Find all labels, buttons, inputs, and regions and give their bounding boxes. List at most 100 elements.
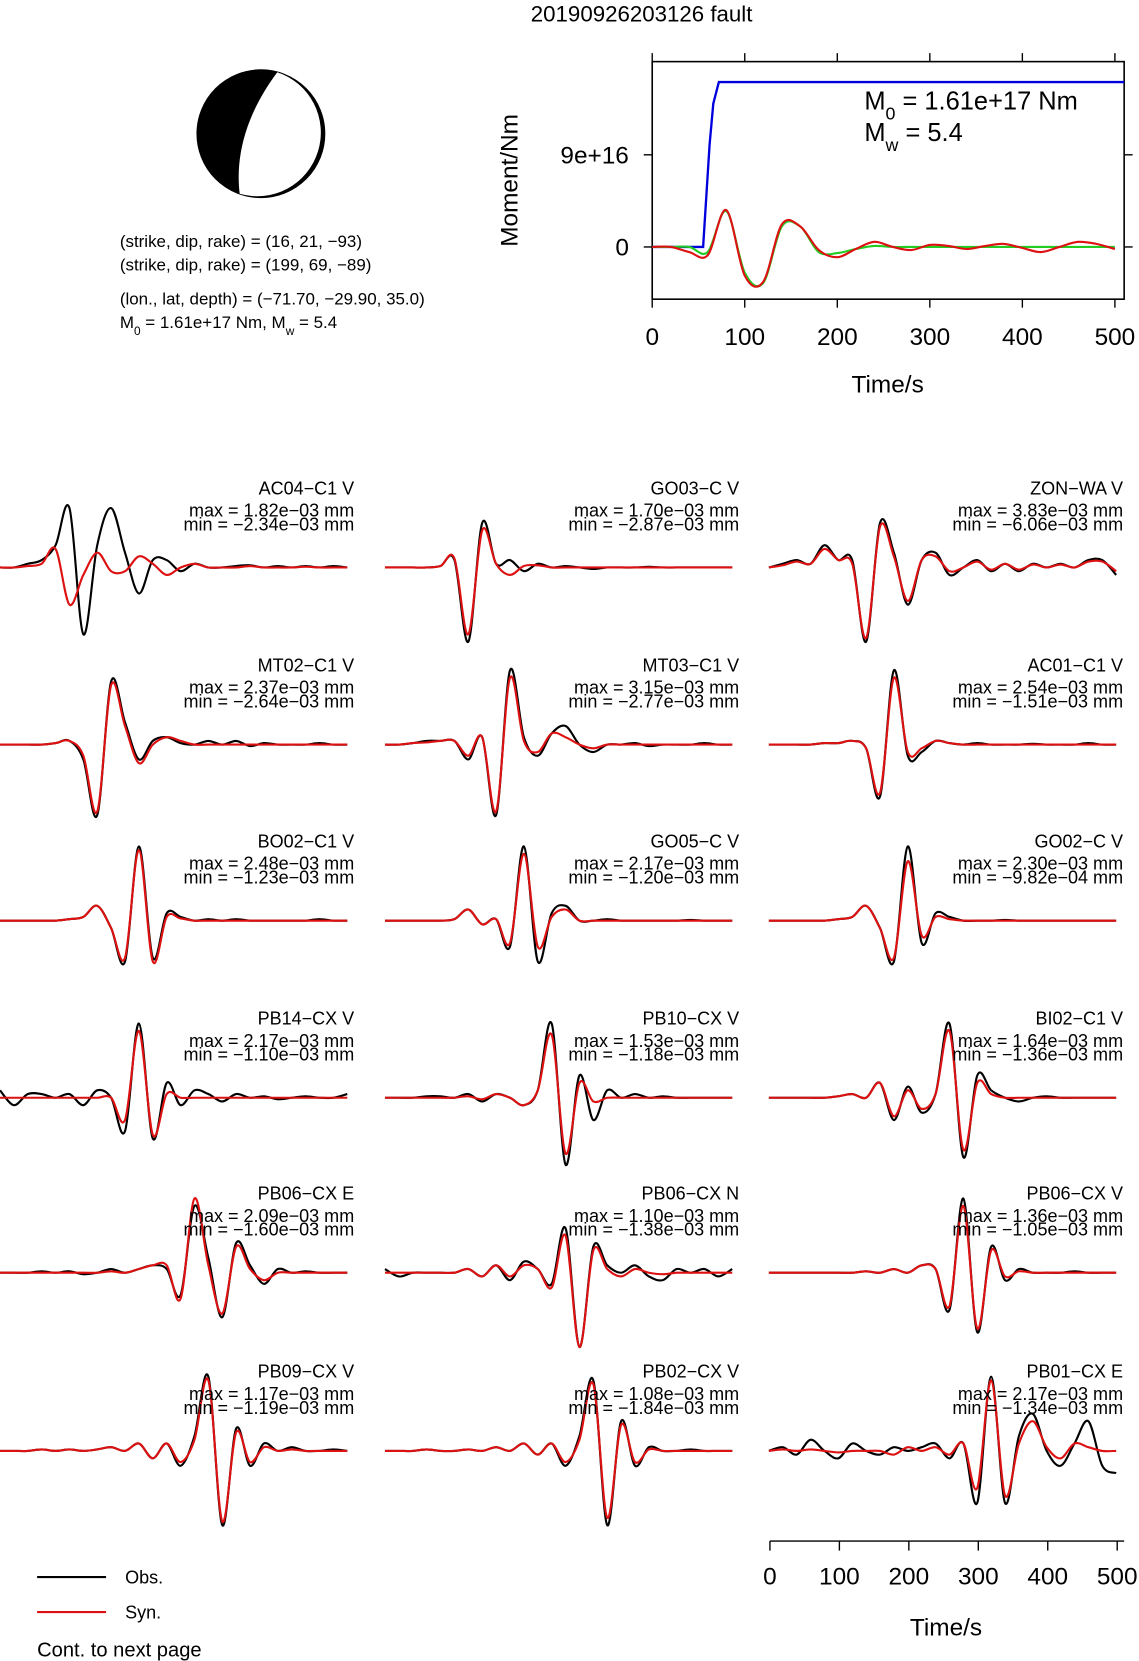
station-label: PB10−CX V [643, 1009, 740, 1029]
text-part: M [864, 119, 885, 147]
max-label: max = 2.17e−03 mm [958, 1384, 1123, 1404]
max-label: max = 1.70e−03 mm [574, 501, 739, 521]
min-label: min = −2.87e−03 mm [568, 514, 739, 534]
footer: Cont. to next page [37, 1640, 201, 1661]
max-label: max = 2.17e−03 mm [574, 854, 739, 874]
max-label: max = 1.08e−03 mm [574, 1384, 739, 1404]
max-label: max = 3.15e−03 mm [574, 678, 739, 698]
moment-curve [652, 80, 1125, 249]
beachball [196, 69, 326, 199]
subscript: 0 [134, 324, 141, 338]
syn-trace [384, 1032, 733, 1155]
x-tick-label: 400 [1002, 324, 1043, 351]
subscript: w [885, 135, 899, 155]
x-tick-label: 300 [958, 1564, 999, 1591]
syn-trace [0, 1029, 348, 1138]
station-label: PB14−CX V [258, 1009, 355, 1029]
max-label: max = 2.09e−03 mm [189, 1206, 354, 1226]
x-tick-label: 200 [889, 1564, 930, 1591]
min-label: min = −6.06e−03 mm [952, 514, 1123, 534]
station-label: AC04−C1 V [259, 478, 355, 498]
moment-frame [651, 60, 1125, 300]
min-label: min = −2.34e−03 mm [183, 514, 354, 534]
min-label: min = −2.77e−03 mm [568, 691, 739, 711]
max-label: max = 2.30e−03 mm [958, 854, 1123, 874]
x-axis-label: Time/s [910, 1614, 982, 1641]
syn-trace [0, 681, 348, 815]
station-label: MT02−C1 V [258, 655, 355, 675]
syn-trace [768, 522, 1117, 640]
text-part: = 5.4 [294, 313, 337, 332]
min-label: min = −1.10e−03 mm [183, 1045, 354, 1065]
syn-trace [0, 546, 348, 606]
max-label: max = 2.37e−03 mm [189, 678, 354, 698]
syn-trace [768, 676, 1117, 796]
station-label: BI02−C1 V [1035, 1009, 1123, 1029]
syn-trace [768, 1029, 1117, 1152]
syn-trace [0, 1197, 348, 1315]
min-label: min = −1.34e−03 mm [952, 1398, 1123, 1418]
station-label: GO05−C V [651, 831, 740, 851]
max-label: max = 3.83e−03 mm [958, 501, 1123, 521]
station-label: PB06−CX N [642, 1184, 740, 1204]
min-label: min = −1.51e−03 mm [952, 691, 1123, 711]
text-part: = 5.4 [898, 119, 962, 147]
max-label: max = 2.54e−03 mm [958, 678, 1123, 698]
syn-trace [768, 860, 1117, 962]
station-label: PB09−CX V [258, 1362, 355, 1382]
syn-trace [384, 1381, 733, 1519]
syn-trace [768, 1379, 1117, 1498]
station-label: AC01−C1 V [1027, 655, 1123, 675]
x-tick-label: 300 [909, 324, 950, 351]
min-label: min = −1.20e−03 mm [568, 868, 739, 888]
syn-trace [0, 849, 348, 965]
legend-label: Syn. [125, 1602, 161, 1622]
mechanism-line: (strike, dip, rake) = (199, 69, −89) [120, 256, 372, 275]
station-label: MT03−C1 V [643, 655, 740, 675]
max-label: max = 1.10e−03 mm [574, 1206, 739, 1226]
x-tick-label: 100 [724, 324, 765, 351]
location-line: (lon., lat, depth) = (−71.70, −29.90, 35… [120, 289, 425, 308]
syn-trace [384, 1233, 733, 1349]
x-axis-label: Time/s [852, 372, 924, 399]
min-label: min = −1.84e−03 mm [568, 1398, 739, 1418]
station-label: PB01−CX E [1026, 1362, 1123, 1382]
stf-curve [652, 210, 1115, 288]
y-axis-label: Moment/Nm [497, 114, 524, 247]
min-label: min = −1.18e−03 mm [568, 1045, 739, 1065]
min-label: min = −1.60e−03 mm [183, 1220, 354, 1240]
syn-trace [384, 527, 733, 636]
obs-trace [384, 1226, 733, 1349]
min-label: min = −2.64e−03 mm [183, 691, 354, 711]
min-label: min = −9.82e−04 mm [952, 868, 1123, 888]
min-label: min = −1.38e−03 mm [568, 1220, 739, 1240]
station-label: GO03−C V [651, 478, 740, 498]
x-tick-label: 500 [1095, 324, 1136, 351]
stf-curve [652, 209, 1116, 288]
text-part: = 1.61e+17 Nm, M [141, 313, 286, 332]
station-label: BO02−C1 V [258, 831, 355, 851]
max-label: max = 1.64e−03 mm [958, 1031, 1123, 1051]
obs-trace [768, 1375, 1117, 1506]
obs-trace [768, 518, 1117, 643]
max-label: max = 2.17e−03 mm [189, 1031, 354, 1051]
subscript: 0 [886, 103, 896, 123]
syn-trace [384, 675, 733, 814]
y-tick-label: 9e+16 [560, 142, 628, 169]
station-label: ZON−WA V [1030, 478, 1123, 498]
syn-trace [0, 1377, 348, 1523]
moment-line: M0 = 1.61e+17 Nm, Mw = 5.4 [120, 313, 337, 338]
x-tick-label: 200 [817, 324, 858, 351]
syn-trace [384, 852, 733, 950]
station-label: PB06−CX E [258, 1184, 355, 1204]
syn-trace [768, 1204, 1117, 1330]
moment-annotation: M0 = 1.61e+17 Nm [864, 87, 1078, 123]
text-part: = 1.61e+17 Nm [895, 87, 1077, 115]
min-label: min = −1.19e−03 mm [183, 1398, 354, 1418]
station-label: GO02−C V [1034, 831, 1123, 851]
max-label: max = 1.36e−03 mm [958, 1206, 1123, 1226]
obs-trace [384, 519, 733, 643]
max-label: max = 2.48e−03 mm [189, 854, 354, 874]
x-tick-label: 500 [1097, 1564, 1138, 1591]
